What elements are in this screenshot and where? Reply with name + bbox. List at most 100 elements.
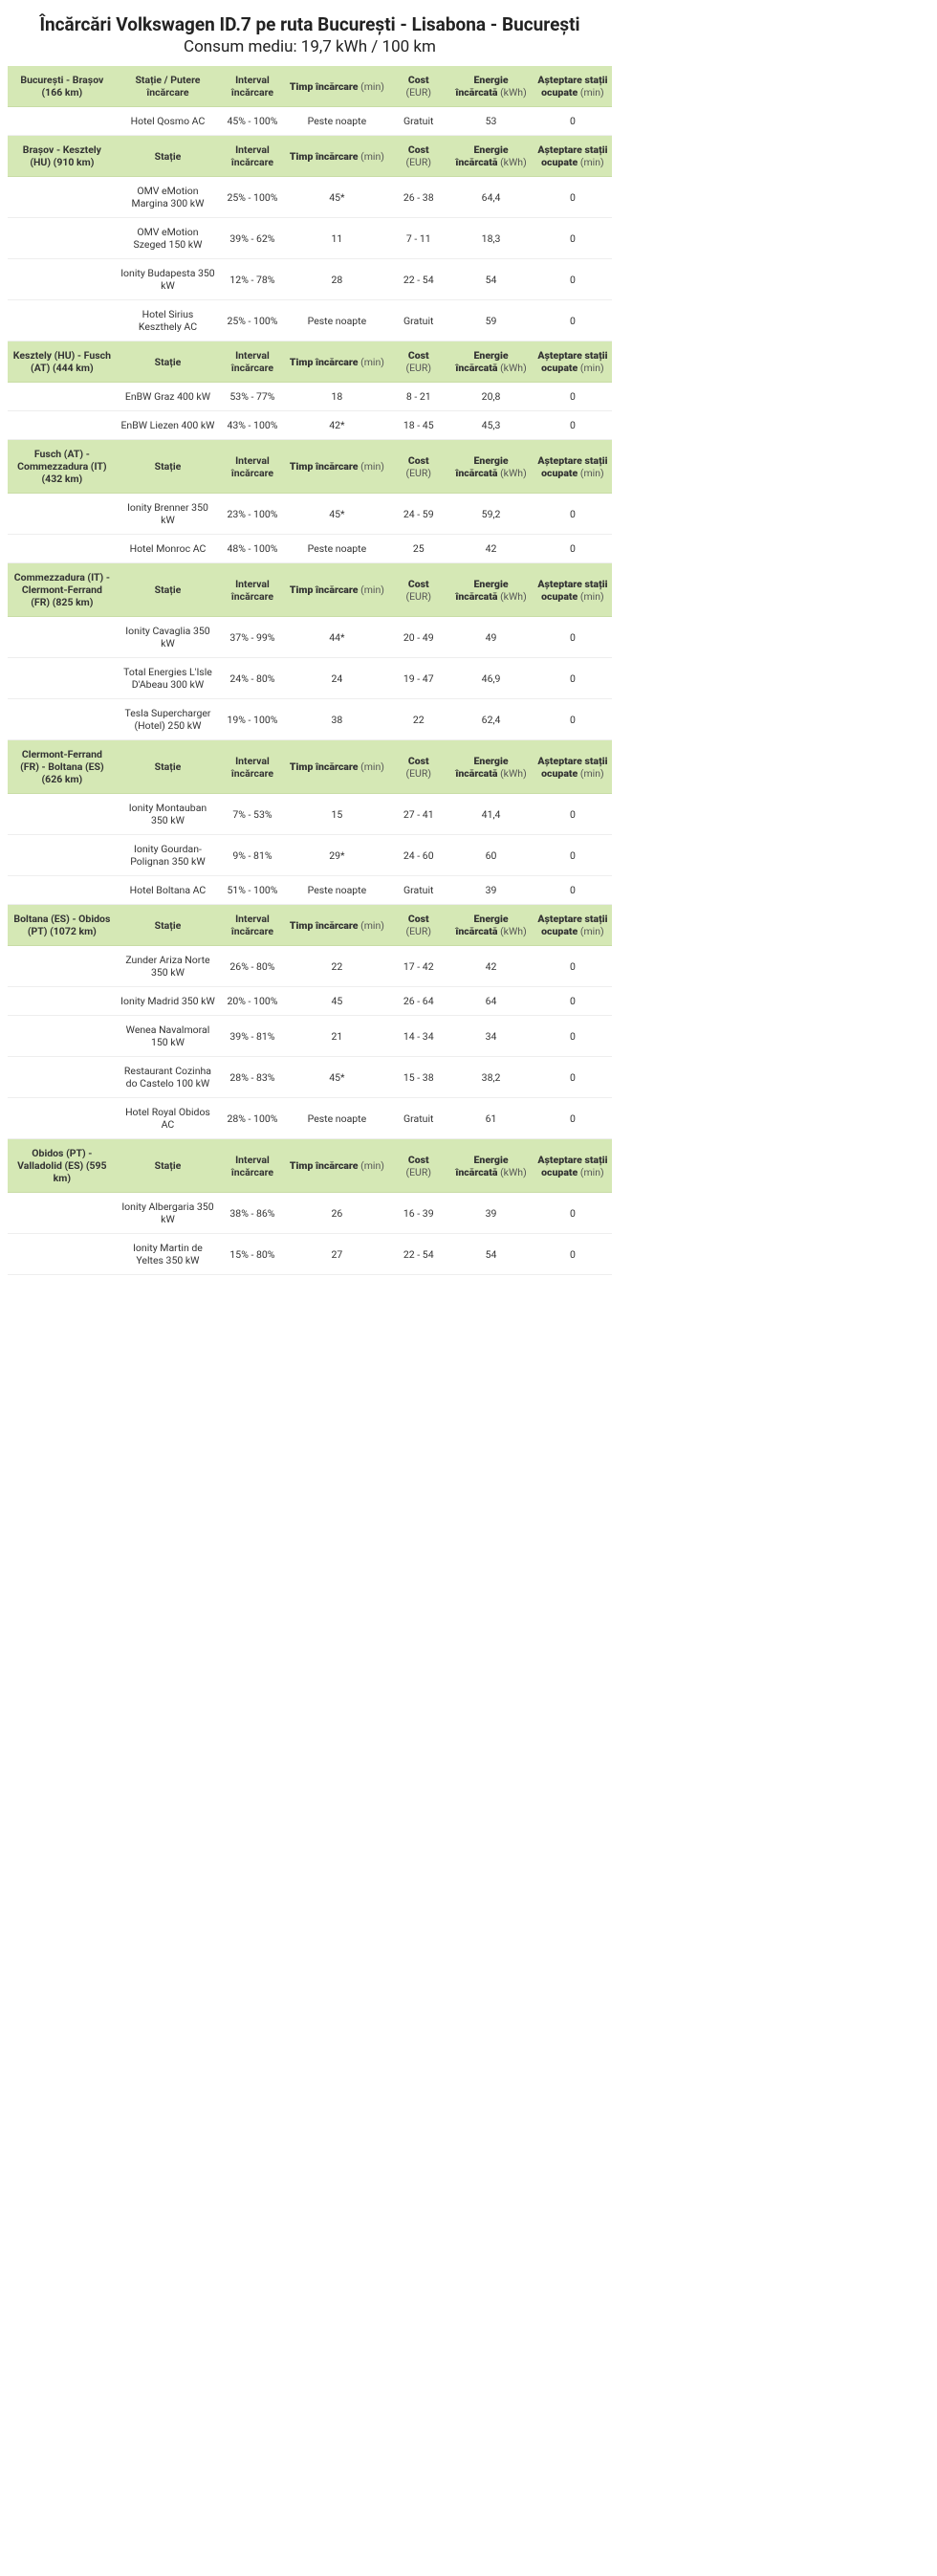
wait-cell: 0 bbox=[534, 1193, 612, 1234]
time-header: Timp încărcare (min) bbox=[286, 136, 388, 177]
energy-cell: 18,3 bbox=[448, 218, 533, 259]
wait-cell: 0 bbox=[534, 411, 612, 440]
station-cell: Ionity Martin de Yeltes 350 kW bbox=[117, 1234, 219, 1275]
cost-header: Cost(EUR) bbox=[388, 563, 448, 617]
time-cell: 45 bbox=[286, 987, 388, 1016]
energy-cell: 54 bbox=[448, 1234, 533, 1275]
energy-header: Energie încărcată (kWh) bbox=[448, 136, 533, 177]
table-row: Zunder Ariza Norte 350 kW26% - 80%2217 -… bbox=[8, 946, 612, 987]
energy-header: Energie încărcată (kWh) bbox=[448, 341, 533, 383]
content-wrap: Încărcări Volkswagen ID.7 pe ruta Bucure… bbox=[0, 0, 612, 1275]
segment-cell bbox=[8, 835, 117, 876]
station-header: Stație bbox=[117, 563, 219, 617]
table-row: Hotel Sirius Keszthely AC25% - 100%Peste… bbox=[8, 300, 612, 341]
table-row: Tesla Supercharger (Hotel) 250 kW19% - 1… bbox=[8, 699, 612, 740]
energy-cell: 39 bbox=[448, 876, 533, 905]
station-cell: Zunder Ariza Norte 350 kW bbox=[117, 946, 219, 987]
segment-cell bbox=[8, 794, 117, 835]
wait-header: Așteptare stații ocupate (min) bbox=[534, 1139, 612, 1193]
energy-header: Energie încărcată (kWh) bbox=[448, 740, 533, 794]
station-header: Stație bbox=[117, 905, 219, 946]
segment-table: Obidos (PT) - Valladolid (ES) (595 km)St… bbox=[8, 1139, 612, 1275]
station-cell: Hotel Qosmo AC bbox=[117, 107, 219, 136]
energy-header: Energie încărcată (kWh) bbox=[448, 1139, 533, 1193]
segment-header: Commezzadura (IT) - Clermont-Ferrand (FR… bbox=[8, 563, 117, 617]
cost-cell: 19 - 47 bbox=[388, 658, 448, 699]
segment-cell bbox=[8, 383, 117, 411]
cost-cell: 24 - 59 bbox=[388, 494, 448, 535]
time-cell: 22 bbox=[286, 946, 388, 987]
station-header: Stație bbox=[117, 440, 219, 494]
time-cell: 44* bbox=[286, 617, 388, 658]
segment-cell bbox=[8, 876, 117, 905]
cost-cell: 14 - 34 bbox=[388, 1016, 448, 1057]
time-cell: 45* bbox=[286, 494, 388, 535]
energy-cell: 54 bbox=[448, 259, 533, 300]
cost-cell: 22 - 54 bbox=[388, 259, 448, 300]
table-row: Hotel Monroc AC48% - 100%Peste noapte254… bbox=[8, 535, 612, 563]
energy-cell: 60 bbox=[448, 835, 533, 876]
interval-header: Interval încărcare bbox=[219, 136, 286, 177]
cost-cell: Gratuit bbox=[388, 300, 448, 341]
segment-header: Brașov - Kesztely (HU) (910 km) bbox=[8, 136, 117, 177]
time-header: Timp încărcare (min) bbox=[286, 1139, 388, 1193]
time-cell: 27 bbox=[286, 1234, 388, 1275]
segment-header: Obidos (PT) - Valladolid (ES) (595 km) bbox=[8, 1139, 117, 1193]
energy-cell: 49 bbox=[448, 617, 533, 658]
segment-table: Brașov - Kesztely (HU) (910 km)StațieInt… bbox=[8, 136, 612, 341]
station-cell: EnBW Liezen 400 kW bbox=[117, 411, 219, 440]
segment-table: Kesztely (HU) - Fusch (AT) (444 km)Stați… bbox=[8, 341, 612, 440]
table-row: Hotel Qosmo AC45% - 100%Peste noapteGrat… bbox=[8, 107, 612, 136]
interval-cell: 7% - 53% bbox=[219, 794, 286, 835]
cost-cell: 25 bbox=[388, 535, 448, 563]
interval-cell: 53% - 77% bbox=[219, 383, 286, 411]
wait-cell: 0 bbox=[534, 617, 612, 658]
time-cell: 18 bbox=[286, 383, 388, 411]
segment-cell bbox=[8, 946, 117, 987]
page-subtitle: Consum mediu: 19,7 kWh / 100 km bbox=[8, 37, 612, 56]
time-header: Timp încărcare (min) bbox=[286, 66, 388, 107]
energy-cell: 20,8 bbox=[448, 383, 533, 411]
station-header: Stație bbox=[117, 740, 219, 794]
time-cell: 45* bbox=[286, 177, 388, 218]
wait-cell: 0 bbox=[534, 1234, 612, 1275]
interval-cell: 24% - 80% bbox=[219, 658, 286, 699]
page-title: Încărcări Volkswagen ID.7 pe ruta Bucure… bbox=[8, 13, 612, 35]
time-header: Timp încărcare (min) bbox=[286, 341, 388, 383]
segment-cell bbox=[8, 987, 117, 1016]
station-cell: Hotel Royal Obidos AC bbox=[117, 1098, 219, 1139]
cost-header: Cost(EUR) bbox=[388, 740, 448, 794]
cost-header: Cost(EUR) bbox=[388, 440, 448, 494]
segment-table: Fusch (AT) - Commezzadura (IT) (432 km)S… bbox=[8, 440, 612, 563]
wait-cell: 0 bbox=[534, 1098, 612, 1139]
interval-cell: 43% - 100% bbox=[219, 411, 286, 440]
energy-cell: 38,2 bbox=[448, 1057, 533, 1098]
segment-table: Commezzadura (IT) - Clermont-Ferrand (FR… bbox=[8, 563, 612, 740]
table-row: EnBW Graz 400 kW53% - 77%188 - 2120,80 bbox=[8, 383, 612, 411]
wait-cell: 0 bbox=[534, 218, 612, 259]
station-cell: EnBW Graz 400 kW bbox=[117, 383, 219, 411]
segment-cell bbox=[8, 107, 117, 136]
table-row: Ionity Brenner 350 kW23% - 100%45*24 - 5… bbox=[8, 494, 612, 535]
cost-cell: 18 - 45 bbox=[388, 411, 448, 440]
cost-cell: 8 - 21 bbox=[388, 383, 448, 411]
station-cell: Restaurant Cozinha do Castelo 100 kW bbox=[117, 1057, 219, 1098]
energy-cell: 62,4 bbox=[448, 699, 533, 740]
wait-header: Așteptare stații ocupate (min) bbox=[534, 136, 612, 177]
interval-cell: 23% - 100% bbox=[219, 494, 286, 535]
table-row: Ionity Budapesta 350 kW12% - 78%2822 - 5… bbox=[8, 259, 612, 300]
energy-cell: 64,4 bbox=[448, 177, 533, 218]
cost-cell: 16 - 39 bbox=[388, 1193, 448, 1234]
energy-cell: 39 bbox=[448, 1193, 533, 1234]
cost-header: Cost(EUR) bbox=[388, 1139, 448, 1193]
time-cell: Peste noapte bbox=[286, 535, 388, 563]
table-row: Hotel Royal Obidos AC28% - 100%Peste noa… bbox=[8, 1098, 612, 1139]
time-header: Timp încărcare (min) bbox=[286, 440, 388, 494]
wait-header: Așteptare stații ocupate (min) bbox=[534, 905, 612, 946]
interval-header: Interval încărcare bbox=[219, 440, 286, 494]
cost-cell: 22 - 54 bbox=[388, 1234, 448, 1275]
wait-header: Așteptare stații ocupate (min) bbox=[534, 740, 612, 794]
cost-cell: 26 - 38 bbox=[388, 177, 448, 218]
interval-cell: 15% - 80% bbox=[219, 1234, 286, 1275]
table-row: Ionity Albergaria 350 kW38% - 86%2616 - … bbox=[8, 1193, 612, 1234]
